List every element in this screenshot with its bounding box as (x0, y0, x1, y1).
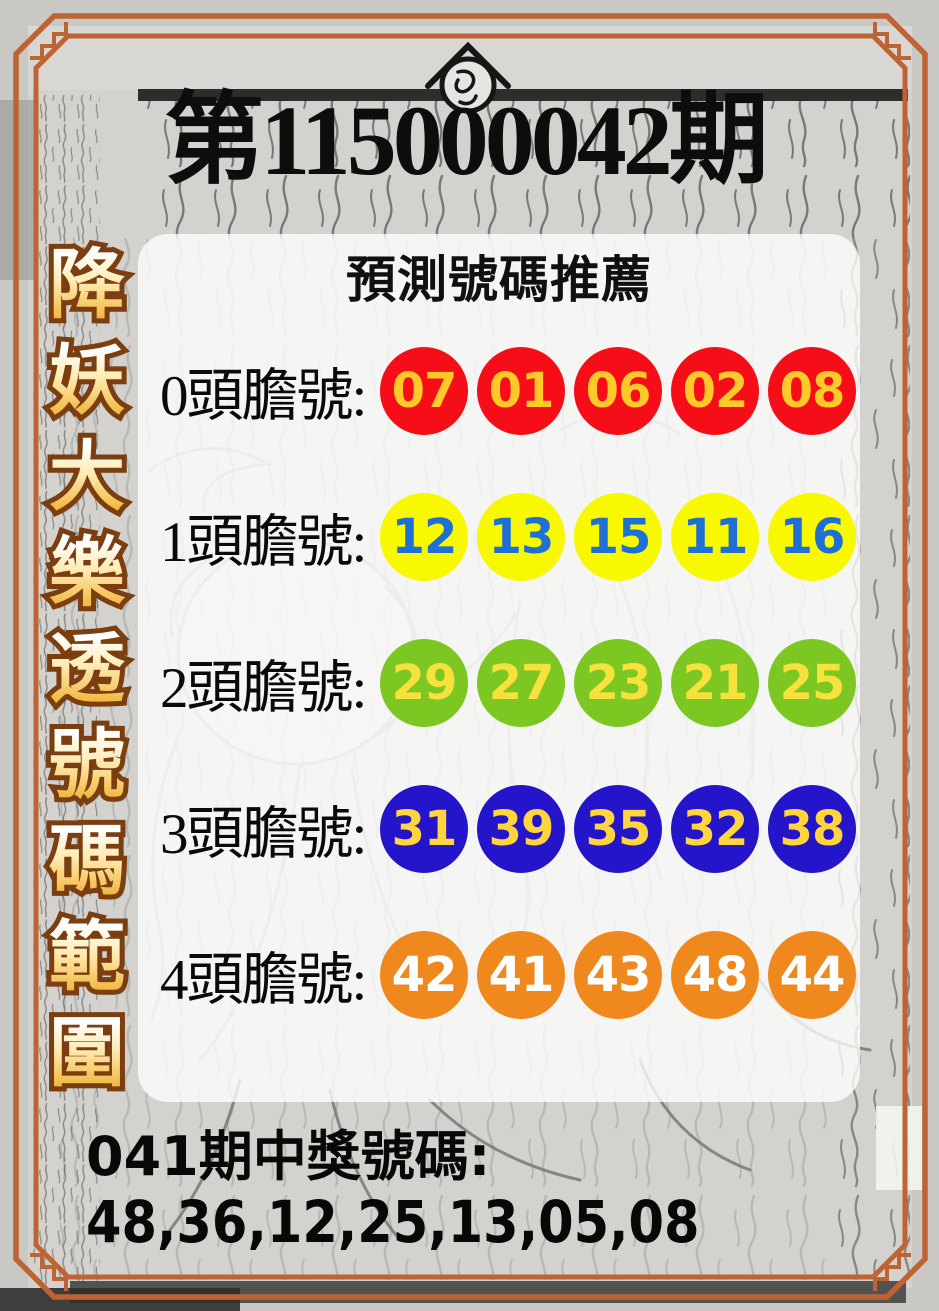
number-ball: 27 (477, 639, 565, 727)
number-ball: 02 (671, 347, 759, 435)
issue-title: 第115000042期 (164, 85, 768, 196)
row-label: 1頭膽號: (160, 511, 367, 574)
number-ball: 01 (477, 347, 565, 435)
previous-draw-label: 041期中獎號碼: (86, 1125, 491, 1188)
number-ball: 41 (477, 931, 565, 1019)
number-ball: 43 (574, 931, 662, 1019)
number-ball: 32 (671, 785, 759, 873)
panel-subtitle: 預測號碼推薦 (138, 234, 860, 318)
number-ball: 07 (380, 347, 468, 435)
number-ball: 21 (671, 639, 759, 727)
vertical-title-char: 碼碼 (40, 811, 134, 910)
row-label: 0頭膽號: (160, 365, 367, 428)
corner-ornament (30, 1253, 68, 1291)
vertical-title-char: 號號 (40, 715, 134, 814)
vertical-title-char: 範範 (40, 907, 134, 1006)
number-ball: 44 (768, 931, 856, 1019)
number-ball: 16 (768, 493, 856, 581)
vertical-title-char: 妖妖 (40, 331, 134, 430)
row-label: 4頭膽號: (160, 949, 367, 1012)
number-ball: 48 (671, 931, 759, 1019)
corner-ornament (873, 22, 911, 60)
publisher-crest-icon (425, 41, 511, 114)
number-ball: 13 (477, 493, 565, 581)
vertical-title-char: 圍圍 (40, 1003, 134, 1102)
vertical-title-char: 樂樂 (40, 523, 134, 622)
vertical-title-char: 大大 (40, 427, 134, 526)
number-ball: 35 (574, 785, 662, 873)
number-ball: 38 (768, 785, 856, 873)
vertical-title: 降降妖妖大大樂樂透透號號碼碼範範圍圍 (40, 235, 134, 1102)
number-ball: 12 (380, 493, 468, 581)
previous-draw-numbers: 48,36,12,25,13,05,08 (86, 1188, 700, 1256)
number-ball: 29 (380, 639, 468, 727)
number-ball: 31 (380, 785, 468, 873)
number-ball: 08 (768, 347, 856, 435)
number-ball: 42 (380, 931, 468, 1019)
row-label: 3頭膽號: (160, 803, 367, 866)
number-ball: 25 (768, 639, 856, 727)
prediction-row: 1頭膽號: 12 13 15 11 16 (138, 464, 860, 610)
number-ball: 23 (574, 639, 662, 727)
number-ball: 15 (574, 493, 662, 581)
ball-group: 07 01 06 02 08 (380, 347, 856, 435)
prediction-row: 0頭膽號: 07 01 06 02 08 (138, 318, 860, 464)
ball-group: 29 27 23 21 25 (380, 639, 856, 727)
ball-group: 12 13 15 11 16 (380, 493, 856, 581)
prediction-rows: 0頭膽號: 07 01 06 02 08 1頭膽號: 12 13 15 11 1… (138, 318, 860, 1048)
ball-group: 42 41 43 48 44 (380, 931, 856, 1019)
row-label: 2頭膽號: (160, 657, 367, 720)
number-ball: 11 (671, 493, 759, 581)
prediction-panel: 預測號碼推薦 0頭膽號: 07 01 06 02 08 1頭膽號: 12 13 … (138, 234, 860, 1102)
number-ball: 39 (477, 785, 565, 873)
corner-ornament (873, 1253, 911, 1291)
subtitle-emphasis: 推薦 (550, 251, 652, 309)
subtitle-text: 預測號碼 (346, 252, 550, 308)
prediction-row: 2頭膽號: 29 27 23 21 25 (138, 610, 860, 756)
prediction-row: 3頭膽號: 31 39 35 32 38 (138, 756, 860, 902)
number-ball: 06 (574, 347, 662, 435)
vertical-title-char: 透透 (40, 619, 134, 718)
ball-group: 31 39 35 32 38 (380, 785, 856, 873)
prediction-row: 4頭膽號: 42 41 43 48 44 (138, 902, 860, 1048)
vertical-title-char: 降降 (40, 235, 134, 334)
corner-ornament (30, 22, 68, 60)
